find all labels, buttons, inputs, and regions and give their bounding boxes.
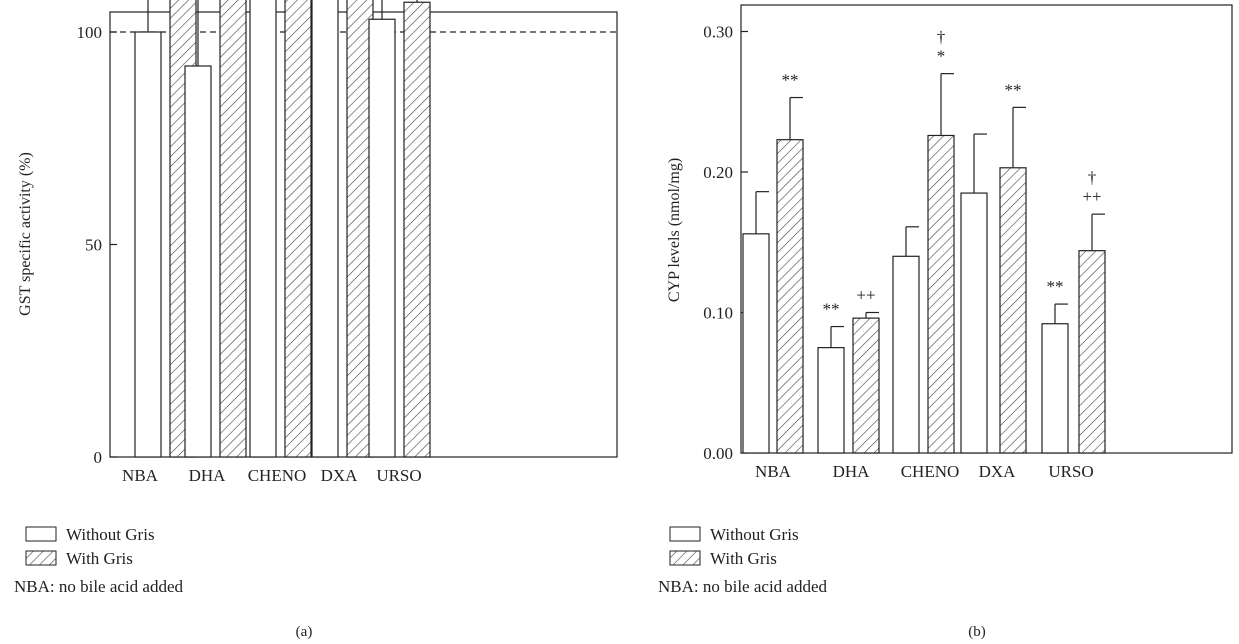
panel-b-chart: 0.000.100.200.30 NBA DHA CHENO DXA URSO ****…: [658, 4, 1233, 640]
panel-b-x-tick-label: CHENO: [901, 462, 960, 481]
panel-b-legend: Without Gris With Gris NBA: no bile acid…: [658, 525, 828, 596]
panel-b-bar: [852, 317, 880, 454]
panel-b-bar: [892, 255, 920, 454]
panel-b-y-axis: 0.00 0.10 0.20 0.30: [703, 23, 748, 463]
panel-b-legend-note: NBA: no bile acid added: [658, 577, 828, 596]
panel-b-label: (b): [968, 624, 986, 640]
panel-b-x-tick-label: URSO: [1048, 462, 1093, 481]
panel-b-significance-marker: ++: [1082, 187, 1101, 206]
panel-a-bar: [134, 31, 162, 458]
panel-b-legend-swatch-with: [669, 550, 701, 566]
panel-b-y-tick-label: 0.20: [703, 163, 733, 182]
panel-b-significance-marker: ++: [856, 286, 875, 305]
panel-b-significance-marker: *: [937, 47, 946, 66]
panel-a-bar: [403, 1, 431, 458]
panel-b-significance-marker: **: [823, 300, 840, 319]
panel-b-bar: [1041, 323, 1069, 454]
panel-a-legend: Without Gris With Gris NBA: no bile acid…: [14, 525, 184, 596]
panel-a-bar: [311, 0, 339, 458]
panel-b-x-tick-label: DXA: [979, 462, 1017, 481]
panel-a-bar: [184, 65, 212, 458]
panel-a-bar: [284, 0, 312, 458]
panel-b-x-tick-label: DHA: [833, 462, 871, 481]
panel-b-y-tick-label: 0.30: [703, 23, 733, 42]
panel-a-x-tick-label: DXA: [321, 466, 359, 485]
panel-a-y-tick-label: 100: [77, 23, 103, 42]
panel-a-x-tick-label: CHENO: [248, 466, 307, 485]
panel-b-y-axis-label: CYP levels (nmol/mg): [666, 158, 683, 302]
panel-a-y-axis: 050100150200250: [77, 23, 117, 467]
panel-a-legend-label-without: Without Gris: [66, 525, 155, 544]
panel-a-y-tick-label: 50: [85, 236, 102, 255]
panel-b-y-tick-label: 0.00: [703, 444, 733, 463]
panel-b-bar: [999, 167, 1027, 454]
panel-b-y-tick-label: 0.10: [703, 304, 733, 323]
panel-b-bar: [776, 139, 804, 454]
panel-b-x-axis: NBA DHA CHENO DXA URSO: [755, 462, 1094, 481]
panel-b-legend-label-with: With Gris: [710, 549, 777, 568]
panel-a-bar: [368, 18, 396, 458]
panel-a-x-tick-label: NBA: [122, 466, 159, 485]
panel-b-legend-swatch-without: [669, 526, 701, 542]
panel-a-x-tick-label: DHA: [189, 466, 227, 485]
panel-b-bar: [960, 192, 988, 454]
panel-a-bar: [249, 0, 277, 458]
panel-a-bar: [219, 0, 247, 458]
panel-b-bar: [927, 134, 955, 454]
panel-a-legend-swatch-with: [25, 550, 57, 566]
panel-b-bar: [742, 233, 770, 454]
panel-b-significance-marker: †: [937, 28, 946, 47]
panel-b-bars: ****++*†****++†: [742, 28, 1106, 454]
panel-b-bar: [817, 347, 845, 454]
panel-b-significance-marker: **: [1005, 80, 1022, 99]
panel-b-significance-marker: **: [782, 71, 799, 90]
panel-b-x-tick-label: NBA: [755, 462, 792, 481]
panel-a-bars: ******++††**+++: [110, 0, 617, 458]
panel-a-legend-note: NBA: no bile acid added: [14, 577, 184, 596]
panel-b-significance-marker: **: [1047, 277, 1064, 296]
panel-b-bar: [1078, 250, 1106, 454]
panel-a-legend-label-with: With Gris: [66, 549, 133, 568]
panel-b-significance-marker: †: [1088, 168, 1097, 187]
panel-a-y-axis-label: GST specific activity (%): [17, 152, 34, 316]
panel-a-label: (a): [296, 624, 313, 640]
panel-a-legend-swatch-without: [25, 526, 57, 542]
panel-a-x-axis: NBA DHA CHENO DXA URSO: [122, 466, 422, 485]
panel-a-y-tick-label: 0: [94, 448, 103, 467]
panel-b-legend-label-without: Without Gris: [710, 525, 799, 544]
panel-a-x-tick-label: URSO: [376, 466, 421, 485]
